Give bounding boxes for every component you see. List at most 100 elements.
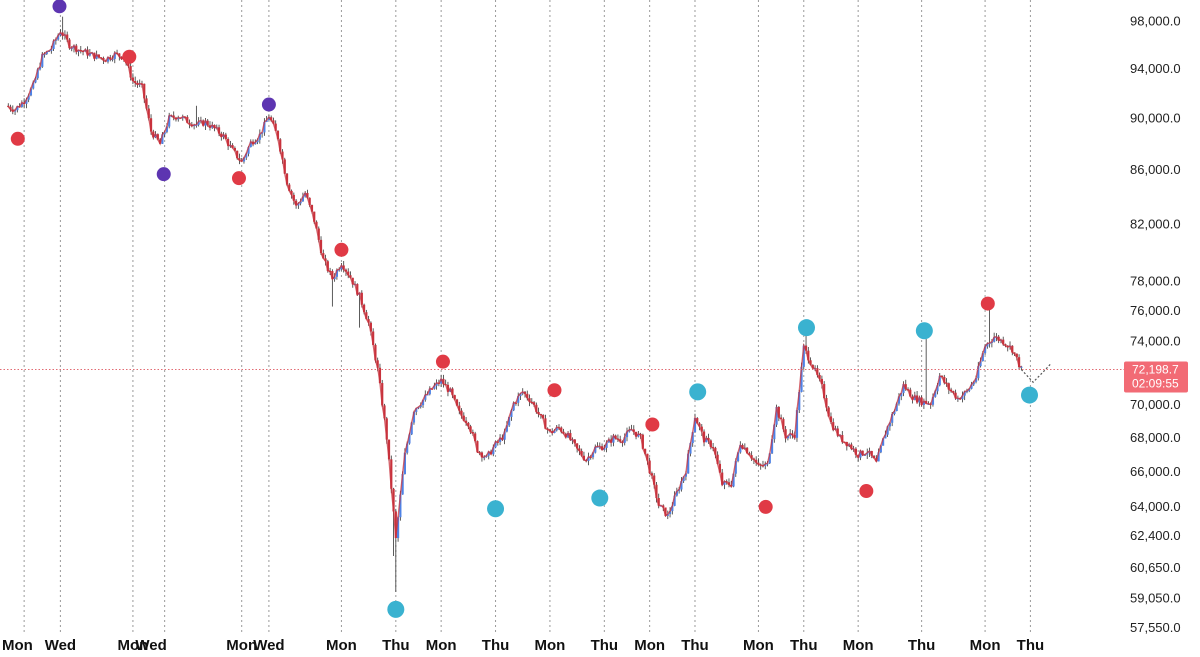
candle-body (7, 105, 10, 107)
candle-body (281, 151, 284, 160)
candle-body (45, 51, 48, 54)
candle-body (800, 366, 803, 392)
candle-body (186, 116, 189, 123)
candle-body (625, 431, 629, 438)
y-tick-label: 82,000.0 (1130, 216, 1181, 231)
candle-body (324, 258, 327, 262)
candle-body (217, 127, 221, 134)
candle-body (492, 447, 495, 455)
y-axis: 98,000.0 94,000.0 90,000.0 86,000.0 82,000.0… (1130, 13, 1181, 635)
candle-body (789, 433, 792, 436)
candle-body (764, 464, 767, 467)
candle-body (605, 442, 608, 448)
candle-body (811, 364, 814, 369)
candle-body (93, 52, 96, 59)
x-tick-label: Wed (253, 637, 284, 654)
candle-body (274, 123, 277, 131)
candle-body (236, 150, 239, 159)
candle-body (911, 396, 914, 400)
candle-body (401, 474, 404, 495)
candle-body (106, 57, 110, 62)
candle-body (270, 117, 273, 121)
candle-body (322, 253, 325, 259)
candle-body (283, 159, 286, 174)
forecast-path (1020, 362, 1052, 384)
candle-body (347, 271, 350, 276)
candle-body (227, 139, 230, 146)
candle-body (755, 459, 758, 463)
candle-body (351, 277, 354, 285)
candle-body (304, 192, 307, 197)
candle-body (202, 120, 205, 126)
candle-body (392, 488, 395, 512)
candle-body (458, 405, 461, 411)
candle-body (648, 460, 651, 474)
candle-body (580, 450, 583, 456)
candle-body (573, 439, 576, 444)
current-price-label: 72,198.7 (1132, 363, 1179, 377)
candle-body (671, 505, 674, 512)
candle-body (453, 395, 456, 400)
candle-body (317, 228, 320, 240)
signal-marker (10, 131, 25, 146)
candle-body (612, 435, 615, 443)
candle-body (895, 403, 898, 412)
candle-body (587, 456, 590, 461)
x-tick-label: Thu (482, 637, 510, 654)
x-tick-label: Thu (908, 637, 936, 654)
candle-body (272, 120, 275, 124)
countdown-label: 02:09:55 (1132, 377, 1179, 391)
candle-body (820, 378, 824, 385)
candle-body (963, 391, 966, 396)
candle-body (147, 108, 150, 119)
candle-body (804, 345, 808, 351)
price-line-path (7, 31, 1022, 539)
candle-body (360, 292, 363, 305)
candle-body (668, 511, 672, 515)
candle-body (664, 507, 667, 516)
candle-body (38, 66, 42, 70)
candle-body (519, 393, 522, 397)
candle-body (972, 381, 975, 385)
gridlines (23, 0, 1031, 632)
candle-body (707, 437, 710, 441)
candle-body (673, 495, 676, 506)
candle-body (775, 406, 778, 425)
candle-body (897, 396, 901, 404)
candle-body (143, 83, 146, 99)
candle-body (698, 423, 701, 427)
candle-body (156, 134, 159, 140)
candle-body (582, 455, 586, 461)
candle-body (748, 453, 751, 456)
candle-body (383, 405, 386, 419)
candle-body (993, 337, 996, 342)
candle-body (970, 384, 973, 389)
candle-body (503, 431, 506, 440)
candle-body (408, 434, 411, 444)
candle-body (823, 384, 826, 399)
candle-body (968, 388, 971, 391)
candle-body (372, 331, 375, 345)
candle-body (165, 126, 169, 132)
candle-body (909, 389, 912, 397)
candle-body (177, 117, 180, 120)
candle-body (451, 388, 454, 396)
candle-body (333, 276, 336, 280)
candle-body (59, 32, 62, 36)
candle-body (510, 410, 513, 417)
candle-body (809, 360, 812, 365)
candle-body (365, 312, 368, 320)
candle-body (943, 376, 946, 383)
candle-body (925, 400, 928, 404)
candle-body (938, 375, 941, 386)
candle-body (86, 49, 89, 56)
candle-body (344, 269, 348, 272)
candle-body (782, 419, 785, 430)
x-tick-label: Mon (2, 637, 33, 654)
candle-body (381, 383, 384, 406)
candle-body (276, 130, 280, 140)
candle-body (50, 48, 53, 51)
candle-body (983, 346, 987, 354)
candle-body (476, 441, 479, 453)
